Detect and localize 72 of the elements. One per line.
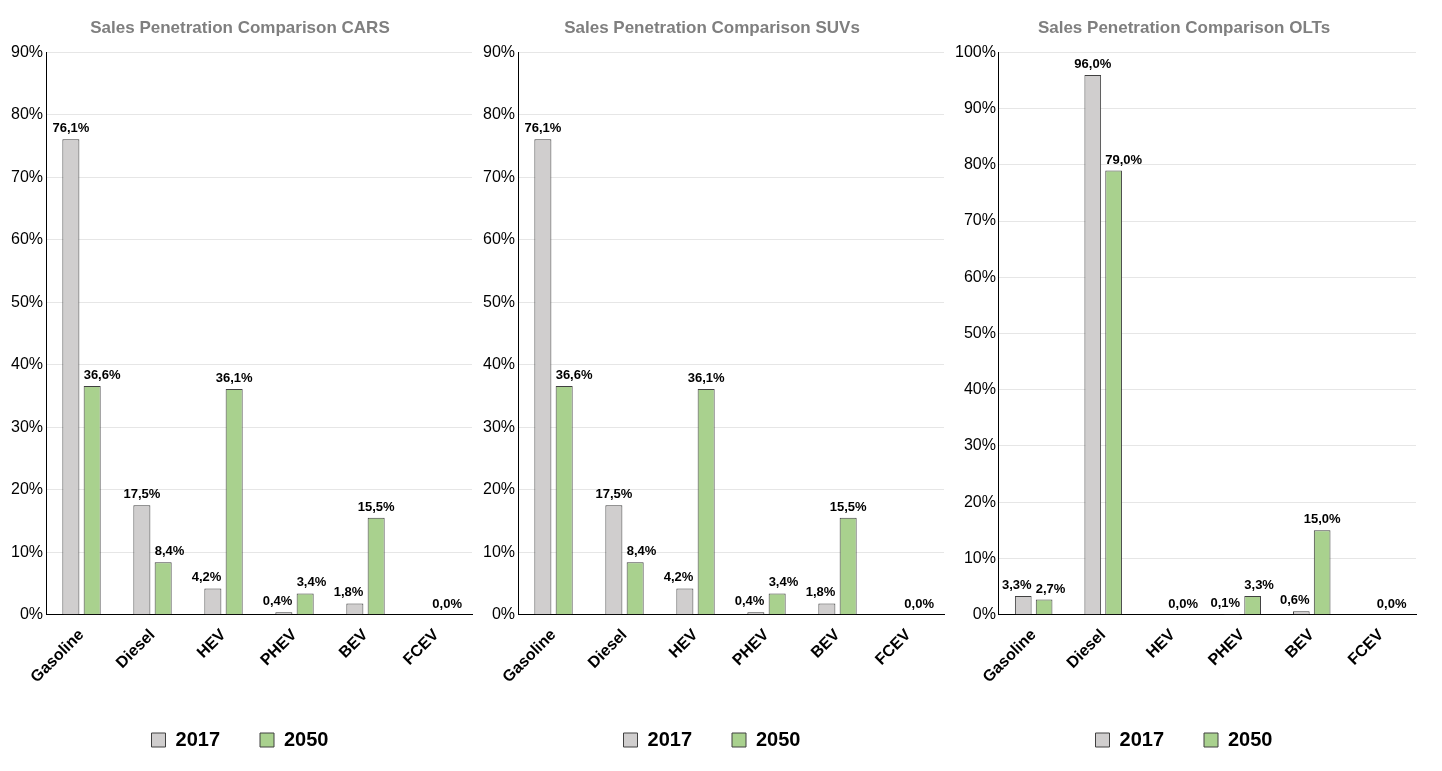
legend-label: 2050 bbox=[756, 727, 801, 750]
data-label: 36,1% bbox=[687, 370, 726, 386]
data-label: 0,1% bbox=[1210, 595, 1241, 611]
data-label: 15,5% bbox=[357, 498, 396, 514]
y-tick-label: 80% bbox=[963, 155, 996, 173]
data-label: 15,5% bbox=[829, 498, 868, 514]
legend-label: 2050 bbox=[1228, 727, 1273, 750]
data-label: 76,1% bbox=[52, 120, 90, 136]
chart-title: Sales Penetration Comparison SUVs bbox=[564, 17, 860, 37]
y-tick-label: 90% bbox=[963, 99, 996, 117]
y-tick-label: 80% bbox=[482, 105, 516, 123]
y-tick-label: 50% bbox=[963, 323, 996, 341]
y-tick-label: 40% bbox=[963, 380, 996, 398]
legend-label: 2017 bbox=[1119, 727, 1165, 750]
legend-label: 2050 bbox=[284, 727, 329, 750]
y-tick-label: 20% bbox=[10, 480, 44, 498]
data-label: 96,0% bbox=[1074, 55, 1112, 71]
data-label: 2,7% bbox=[1035, 580, 1066, 596]
y-tick-label: 70% bbox=[482, 167, 516, 185]
y-tick-label: 40% bbox=[10, 355, 44, 373]
data-label: 3,3% bbox=[1244, 577, 1275, 593]
y-tick-label: 10% bbox=[482, 542, 516, 560]
data-label: 0,0% bbox=[1376, 595, 1407, 611]
data-label: 0,0% bbox=[432, 595, 463, 611]
y-tick-label: 20% bbox=[963, 492, 996, 510]
data-label: 3,4% bbox=[296, 574, 327, 590]
data-label: 17,5% bbox=[123, 486, 161, 502]
y-tick-label: 90% bbox=[10, 42, 44, 60]
data-label: 8,4% bbox=[154, 543, 185, 559]
y-tick-label: 40% bbox=[482, 355, 516, 373]
y-tick-label: 30% bbox=[963, 436, 996, 454]
chart-title: Sales Penetration Comparison CARS bbox=[90, 17, 390, 37]
data-label: 36,6% bbox=[83, 367, 121, 383]
data-label: 0,0% bbox=[904, 595, 935, 611]
y-tick-label: 30% bbox=[10, 417, 44, 435]
chart-title: Sales Penetration Comparison OLTs bbox=[1037, 17, 1331, 37]
data-label: 36,1% bbox=[215, 370, 254, 386]
data-label: 4,2% bbox=[663, 569, 694, 585]
data-label: 17,5% bbox=[595, 486, 633, 502]
y-tick-label: 50% bbox=[482, 292, 516, 310]
y-tick-label: 70% bbox=[10, 167, 44, 185]
y-tick-label: 10% bbox=[963, 548, 996, 566]
y-tick-label: 0% bbox=[972, 605, 996, 623]
y-tick-label: 60% bbox=[963, 267, 996, 285]
data-label: 76,1% bbox=[524, 120, 562, 136]
y-tick-label: 50% bbox=[10, 292, 44, 310]
y-tick-label: 80% bbox=[10, 105, 44, 123]
legend-label: 2017 bbox=[175, 727, 221, 750]
y-tick-label: 60% bbox=[10, 230, 44, 248]
data-label: 0,4% bbox=[734, 593, 765, 609]
data-label: 3,3% bbox=[1001, 577, 1033, 593]
y-tick-label: 90% bbox=[482, 42, 516, 60]
y-tick-label: 100% bbox=[955, 42, 996, 60]
data-label: 0,6% bbox=[1280, 592, 1311, 608]
data-label: 1,8% bbox=[333, 584, 364, 600]
y-tick-label: 0% bbox=[19, 605, 44, 623]
data-label: 0,0% bbox=[1168, 595, 1199, 611]
data-label: 0,4% bbox=[262, 593, 293, 609]
data-label: 36,6% bbox=[555, 367, 593, 383]
data-label: 79,0% bbox=[1105, 151, 1143, 167]
y-tick-label: 70% bbox=[963, 211, 996, 229]
data-label: 4,2% bbox=[191, 569, 222, 585]
data-label: 15,0% bbox=[1303, 511, 1342, 527]
y-tick-label: 0% bbox=[491, 605, 516, 623]
data-label: 8,4% bbox=[626, 543, 657, 559]
y-tick-label: 10% bbox=[10, 542, 44, 560]
y-tick-label: 60% bbox=[482, 230, 516, 248]
y-tick-label: 20% bbox=[482, 480, 516, 498]
y-tick-label: 30% bbox=[482, 417, 516, 435]
legend-label: 2017 bbox=[647, 727, 693, 750]
data-label: 3,4% bbox=[768, 574, 799, 590]
data-label: 1,8% bbox=[805, 584, 836, 600]
